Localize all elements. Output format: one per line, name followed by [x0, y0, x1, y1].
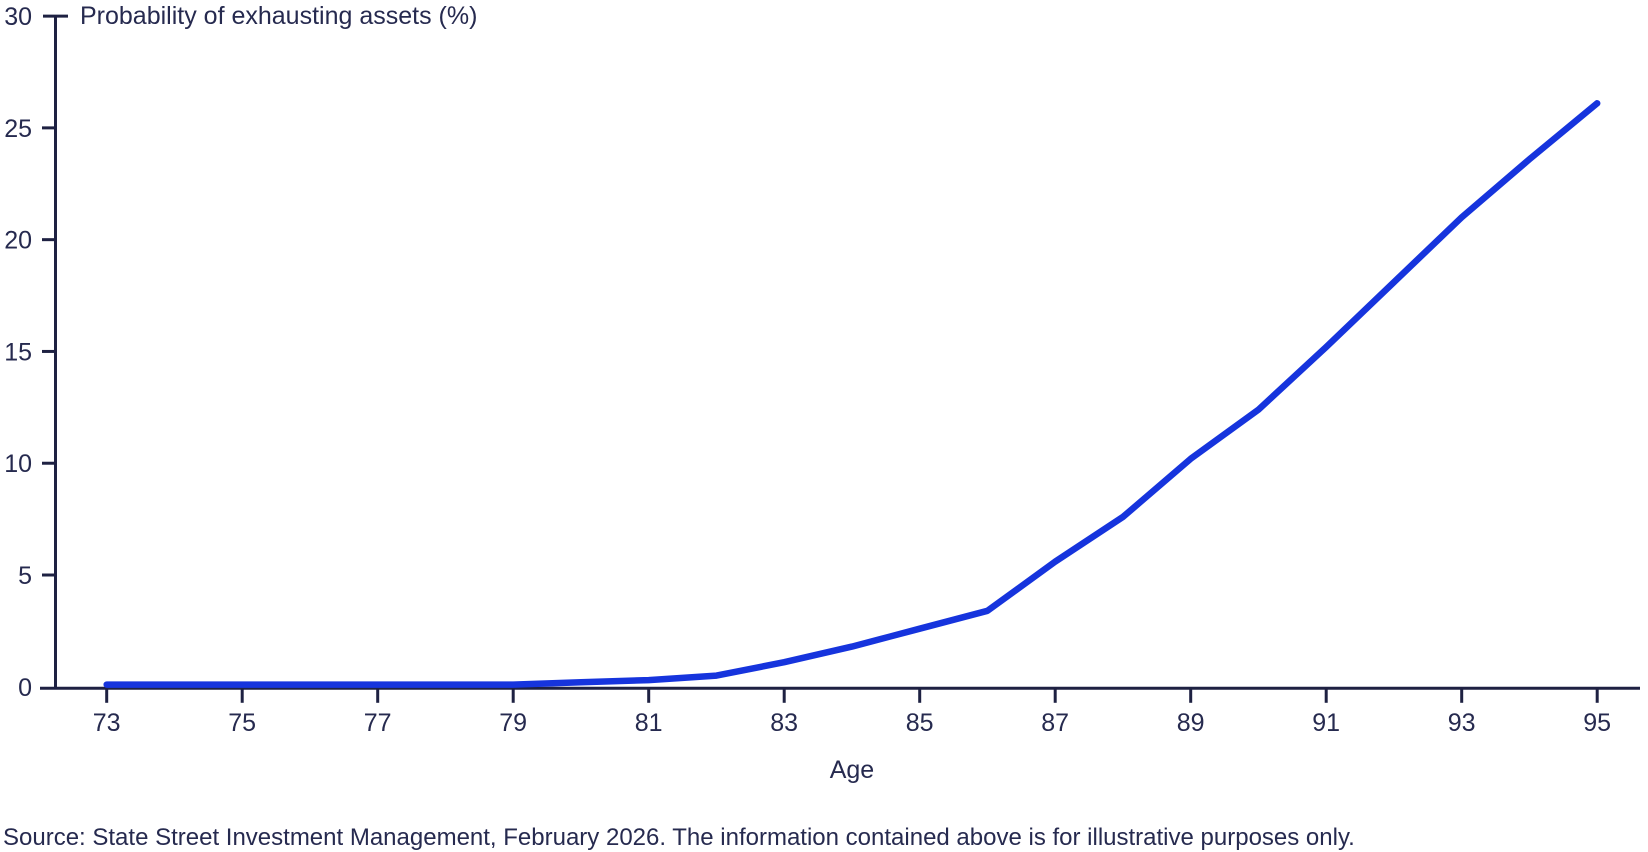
- x-tick-label: 93: [1448, 709, 1476, 737]
- x-tick-label: 81: [635, 709, 663, 737]
- x-tick-label: 79: [499, 709, 527, 737]
- x-tick-label: 91: [1312, 709, 1340, 737]
- x-tick-label: 75: [228, 709, 256, 737]
- x-tick-label: 87: [1041, 709, 1069, 737]
- y-tick-label: 15: [4, 338, 32, 366]
- y-tick-label: 10: [4, 450, 32, 478]
- data-line: [103, 100, 1601, 688]
- y-axis-title: Probability of exhausting assets (%): [80, 2, 478, 30]
- y-tick-label: 5: [18, 562, 32, 590]
- x-tick-label: 89: [1177, 709, 1205, 737]
- y-tick-label: 20: [4, 227, 32, 255]
- y-tick-label: 25: [4, 115, 32, 143]
- x-tick-label: 95: [1583, 709, 1611, 737]
- x-tick-label: 73: [93, 709, 121, 737]
- line-chart-plot: 0 5 10 15 20 25 30 73 75 77 79 81 83 85 87 89 91 93 95 Age: [4, 3, 1640, 784]
- x-tick-label: 85: [906, 709, 934, 737]
- source-note: Source: State Street Investment Manageme…: [3, 824, 1355, 851]
- x-tick-label: 83: [770, 709, 798, 737]
- y-tick-label: 0: [18, 674, 32, 702]
- x-tick-label: 77: [364, 709, 392, 737]
- x-axis-label: Age: [830, 756, 874, 784]
- y-tick-label: 30: [4, 3, 32, 31]
